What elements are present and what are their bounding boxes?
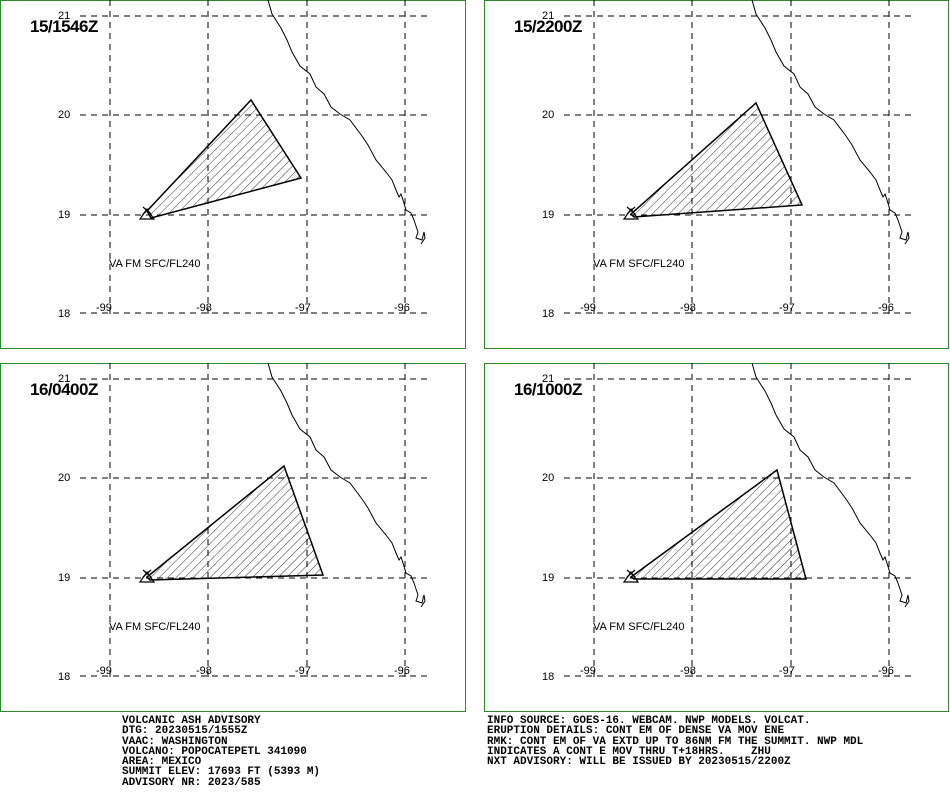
lon-label-99: -99 (96, 302, 112, 314)
lat-label-21: 21 (58, 373, 71, 385)
map-panel-1: 21 20 19 18 -99 -98 -97 -96 15/1546Z VA … (0, 0, 466, 349)
map-panel-3: 21 20 19 18 -99 -98 -97 -96 16/0400Z VA … (0, 363, 466, 712)
advisory-line: INFO SOURCE: GOES-16. WEBCAM. NWP MODELS… (487, 715, 811, 727)
advisory-line: SUMMIT ELEV: 17693 FT (5393 M) (122, 766, 321, 779)
advisory-line: VOLCANO: POPOCATEPETL 341090 (122, 745, 307, 758)
lat-lon-grid (564, 363, 914, 678)
lat-label-18: 18 (542, 308, 555, 320)
lon-label-97: -97 (779, 302, 795, 314)
lat-label-21: 21 (58, 10, 71, 22)
coastline (267, 0, 426, 245)
panel-time-title: 16/0400Z (30, 380, 98, 399)
lat-label-20: 20 (58, 472, 71, 484)
lon-label-96: -96 (394, 302, 410, 314)
ash-cloud-polygon (145, 464, 325, 581)
lon-label-98: -98 (680, 302, 696, 314)
lat-label-19: 19 (542, 209, 555, 221)
advisory-line: DTG: 20230515/1555Z (122, 725, 248, 738)
map-panel-4: 21 20 19 18 -99 -98 -97 -96 16/1000Z VA … (484, 363, 949, 712)
panel-frame (0, 363, 466, 712)
map-canvas-1 (0, 0, 466, 349)
lon-label-97: -97 (295, 302, 311, 314)
flight-level-label: VA FM SFC/FL240 (109, 621, 201, 633)
advisory-line: AREA: MEXICO (122, 756, 202, 769)
lat-label-21: 21 (542, 373, 555, 385)
advisory-line: RMK: CONT EM OF VA EXTD UP TO 86NM FM TH… (487, 735, 864, 748)
flight-level-label: VA FM SFC/FL240 (593, 258, 685, 270)
lat-label-21: 21 (542, 10, 555, 22)
lon-label-98: -98 (680, 665, 696, 677)
lat-label-18: 18 (58, 308, 71, 320)
lon-label-98: -98 (196, 665, 212, 677)
coastline (267, 363, 426, 608)
advisory-line: INDICATES A CONT E MOV THRU T+18HRS. ZHU (487, 745, 771, 758)
volcano-triangle-icon (138, 206, 156, 220)
coastline (751, 363, 910, 608)
map-panel-2: 21 20 19 18 -99 -98 -97 -96 15/2200Z VA … (484, 0, 949, 349)
lon-label-99: -99 (580, 665, 596, 677)
advisory-line: ERUPTION DETAILS: CONT EM OF DENSE VA MO… (487, 725, 785, 738)
lon-label-99: -99 (96, 665, 112, 677)
panel-time-title: 15/1546Z (30, 17, 98, 36)
lon-label-97: -97 (295, 665, 311, 677)
panel-frame (484, 0, 949, 349)
ash-cloud-polygon (629, 468, 807, 580)
advisory-line: ADVISORY NR: 2023/585 (122, 776, 261, 789)
volcano-triangle-icon (138, 569, 156, 583)
lon-label-96: -96 (878, 302, 894, 314)
lat-label-19: 19 (58, 209, 71, 221)
advisory-line: VAAC: WASHINGTON (122, 735, 228, 748)
lat-label-18: 18 (58, 671, 71, 683)
lat-lon-grid (564, 0, 914, 315)
advisory-details-block: INFO SOURCE: GOES-16. WEBCAM. NWP MODELS… (487, 715, 864, 769)
volcano-triangle-icon (622, 569, 640, 583)
volcano-triangle-icon (622, 206, 640, 220)
lat-label-19: 19 (542, 572, 555, 584)
lat-lon-grid (80, 363, 430, 678)
ash-cloud-polygon (146, 98, 303, 219)
flight-level-label: VA FM SFC/FL240 (593, 621, 685, 633)
panel-frame (0, 0, 466, 349)
map-canvas-2 (484, 0, 949, 349)
lat-label-20: 20 (58, 109, 71, 121)
lon-label-99: -99 (580, 302, 596, 314)
flight-level-label: VA FM SFC/FL240 (109, 258, 201, 270)
panel-time-title: 15/2200Z (514, 17, 582, 36)
lon-label-98: -98 (196, 302, 212, 314)
advisory-line: NXT ADVISORY: WILL BE ISSUED BY 20230515… (487, 756, 791, 769)
lat-label-18: 18 (542, 671, 555, 683)
lat-label-19: 19 (58, 572, 71, 584)
lat-label-20: 20 (542, 472, 555, 484)
panel-frame (484, 363, 949, 712)
map-canvas-3 (0, 363, 466, 712)
panel-time-title: 16/1000Z (514, 380, 582, 399)
advisory-line: VOLCANIC ASH ADVISORY (122, 715, 261, 727)
lon-label-96: -96 (394, 665, 410, 677)
lat-label-20: 20 (542, 109, 555, 121)
ash-cloud-polygon (629, 101, 804, 218)
lon-label-97: -97 (779, 665, 795, 677)
lon-label-96: -96 (878, 665, 894, 677)
coastline (751, 0, 910, 245)
map-canvas-4 (484, 363, 949, 712)
advisory-header-block: VOLCANIC ASH ADVISORY DTG: 20230515/1555… (122, 715, 321, 789)
